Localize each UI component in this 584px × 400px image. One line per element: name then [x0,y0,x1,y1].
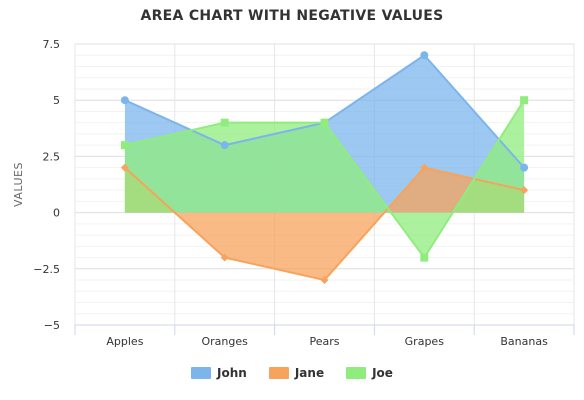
chart-title: AREA CHART WITH NEGATIVE VALUES [140,8,444,24]
marker-joe-2 [320,118,329,127]
marker-john-0 [120,96,129,105]
legend-label-john: John [217,366,247,380]
legend-label-jane: Jane [294,366,325,380]
x-tick-label-bananas: Bananas [500,335,548,348]
marker-john-3 [420,51,429,60]
marker-joe-3 [420,253,429,262]
y-tick-label: 2.5 [43,150,61,163]
marker-jane-4 [520,186,529,195]
area-jane [124,167,525,281]
x-tick-label-grapes: Grapes [405,335,445,348]
legend-item-john[interactable]: John [191,366,247,380]
marker-john-1 [220,141,229,150]
x-tick-label-oranges: Oranges [202,335,249,348]
y-tick-label: 7.5 [43,38,61,51]
marker-jane-2 [320,276,329,285]
legend-label-joe: Joe [372,366,393,380]
marker-jane-1 [220,253,229,262]
legend-swatch-john [191,367,212,379]
y-axis-title: VALUES [12,162,25,207]
x-tick-label-pears: Pears [309,335,339,348]
legend-item-joe[interactable]: Joe [346,366,393,380]
marker-joe-1 [220,118,229,127]
area-joe [124,100,525,258]
marker-john-4 [520,163,529,172]
y-tick-label: 0 [53,207,60,220]
legend-swatch-joe [346,367,367,379]
y-tick-label: −5 [44,319,60,332]
marker-jane-3 [420,163,429,172]
legend-swatch-jane [268,367,289,379]
chart-legend: John Jane Joe [0,366,584,380]
marker-jane-0 [120,163,129,172]
y-tick-label: −2.5 [33,263,60,276]
marker-joe-0 [120,141,129,150]
x-tick-label-apples: Apples [106,335,143,348]
legend-item-jane[interactable]: Jane [268,366,325,380]
marker-joe-4 [520,96,529,105]
y-tick-label: 5 [53,94,60,107]
